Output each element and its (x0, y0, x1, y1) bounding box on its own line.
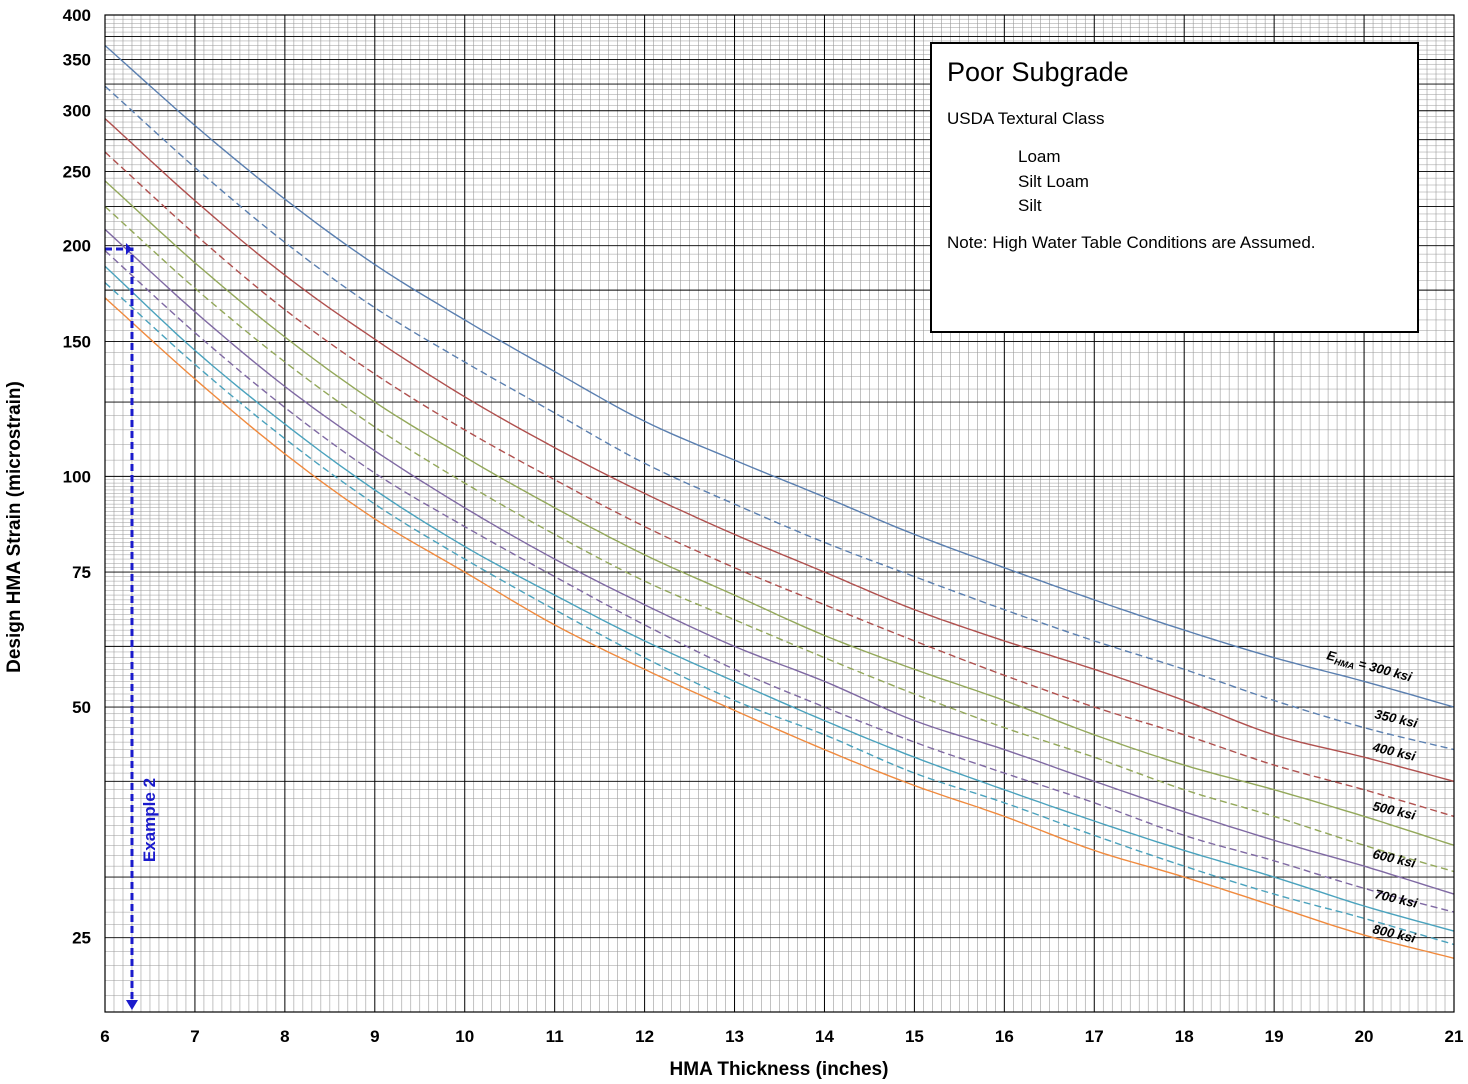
x-tick-label: 19 (1265, 1027, 1284, 1046)
series-line (104, 250, 1455, 913)
info-note: Note: High Water Table Conditions are As… (947, 233, 1316, 252)
x-tick-label: 14 (815, 1027, 834, 1046)
y-tick-label: 250 (63, 162, 91, 181)
x-tick-label: 9 (370, 1027, 379, 1046)
x-tick-label: 20 (1355, 1027, 1374, 1046)
curve-label: 350 ksi (1373, 706, 1419, 730)
example-guide-line (105, 247, 134, 1002)
x-tick-label: 17 (1085, 1027, 1104, 1046)
series-line (104, 180, 1455, 846)
y-tick-label: 200 (63, 237, 91, 256)
info-subtitle: USDA Textural Class (947, 109, 1105, 128)
x-tick-label: 18 (1175, 1027, 1194, 1046)
example-arrowhead-right (125, 243, 132, 256)
y-tick-label: 350 (63, 50, 91, 69)
plot-frame (104, 14, 1455, 1013)
y-axis-title: Design HMA Strain (microstrain) (4, 381, 25, 673)
example-arrowhead-down (125, 1000, 138, 1010)
y-tick-label: 150 (63, 332, 91, 351)
info-title: Poor Subgrade (947, 57, 1129, 87)
x-tick-label: 13 (725, 1027, 744, 1046)
series-line (104, 85, 1455, 751)
x-tick-label: 8 (280, 1027, 289, 1046)
x-tick-label: 7 (190, 1027, 199, 1046)
example-annotation: Example 2 (105, 243, 159, 1010)
y-tick-label: 25 (72, 929, 91, 948)
y-tick-label: 300 (63, 102, 91, 121)
series-line (104, 297, 1455, 959)
x-tick-label: 16 (995, 1027, 1014, 1046)
legend-info-box: Poor Subgrade USDA Textural Class Loam S… (930, 42, 1419, 333)
curve-label: EHMA = 300 ksi (1325, 647, 1414, 686)
series-line (104, 118, 1455, 782)
y-tick-label: 400 (63, 6, 91, 25)
curve-label: 500 ksi (1371, 798, 1417, 822)
series-line (104, 151, 1455, 818)
x-tick-label: 11 (546, 1027, 564, 1046)
curve-label: 800 ksi (1371, 921, 1417, 945)
tick-labels: 6 7 8 9 10 11 12 13 14 15 16 17 18 19 20 21 25 50 75 100 150… (63, 6, 1464, 1046)
curve-label: 700 ksi (1373, 886, 1419, 910)
series-line (104, 44, 1455, 708)
soil-class-item: Silt (1018, 196, 1042, 215)
x-tick-label: 21 (1445, 1027, 1464, 1046)
series-line (104, 282, 1455, 946)
x-tick-label: 10 (455, 1027, 474, 1046)
curve-label: 600 ksi (1371, 846, 1417, 870)
series-line (104, 265, 1455, 932)
y-tick-label: 100 (63, 467, 91, 486)
y-tick-label: 50 (72, 698, 91, 717)
x-tick-label: 6 (100, 1027, 109, 1046)
x-tick-label: 12 (635, 1027, 654, 1046)
series-lines (104, 44, 1455, 959)
y-tick-label: 75 (72, 563, 91, 582)
series-line (104, 205, 1455, 873)
soil-class-item: Silt Loam (1018, 172, 1089, 191)
x-tick-label: 15 (905, 1027, 924, 1046)
series-line (104, 228, 1455, 895)
x-axis-title: HMA Thickness (inches) (670, 1059, 889, 1080)
example-label: Example 2 (140, 778, 159, 862)
soil-class-item: Loam (1018, 147, 1061, 166)
